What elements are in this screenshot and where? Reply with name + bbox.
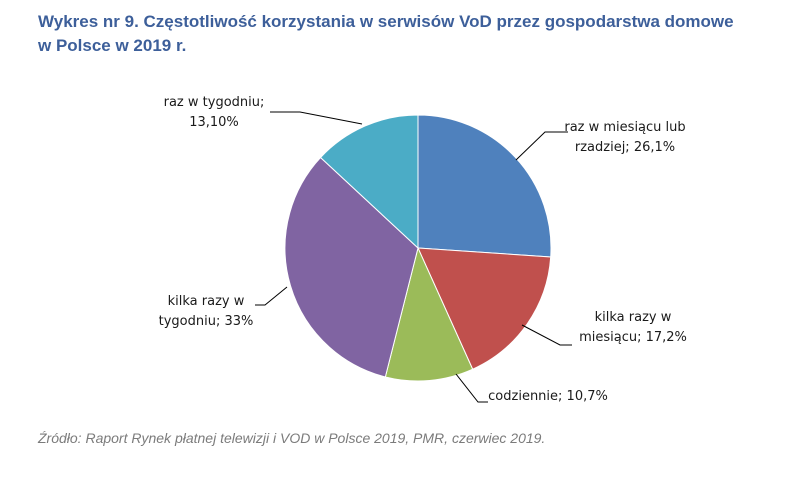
leader-line: [455, 373, 488, 403]
slice-labels: raz w miesiącu lub rzadziej; 26,1% kilka r…: [159, 95, 687, 404]
slice-label-line: kilka razy w: [168, 294, 245, 309]
slice-label: kilka razy w tygodniu; 33%: [159, 294, 254, 329]
slice-label-line: 13,10%: [189, 115, 239, 130]
pie-slices: [284, 114, 552, 382]
slice-daily: [384, 246, 474, 382]
slice-label: raz w miesiącu lub rzadziej; 26,1%: [564, 120, 685, 155]
slice-label-line: codziennie; 10,7%: [488, 389, 608, 404]
slice-label-line: rzadziej; 26,1%: [575, 140, 675, 155]
leader-line: [515, 131, 568, 161]
slice-label-line: raz w tygodniu;: [164, 95, 265, 110]
slice-label: kilka razy w miesiącu; 17,2%: [579, 310, 687, 345]
leader-line: [255, 286, 288, 306]
slice-label-line: kilka razy w: [595, 310, 672, 325]
leader-line: [521, 324, 572, 346]
slice-label-line: raz w miesiącu lub: [564, 120, 685, 135]
chart-title-line-2: w Polsce w 2019 r.: [38, 36, 187, 55]
slice-label: codziennie; 10,7%: [488, 389, 608, 404]
slice-few-times-week: [284, 156, 419, 378]
leader-line: [270, 111, 363, 125]
slice-monthly-or-less: [417, 114, 552, 258]
chart-title: Wykres nr 9. Częstotliwość korzystania w…: [38, 10, 778, 58]
slice-label-line: tygodniu; 33%: [159, 314, 254, 329]
slice-once-week: [319, 114, 419, 250]
slice-few-times-month: [417, 247, 552, 370]
slice-label-line: miesiącu; 17,2%: [579, 330, 687, 345]
label-leader-lines: [255, 111, 572, 403]
source-note: Źródło: Raport Rynek płatnej telewizji i…: [38, 430, 546, 446]
chart-title-line-1: Wykres nr 9. Częstotliwość korzystania w…: [38, 12, 734, 31]
slice-label: raz w tygodniu; 13,10%: [164, 95, 265, 130]
